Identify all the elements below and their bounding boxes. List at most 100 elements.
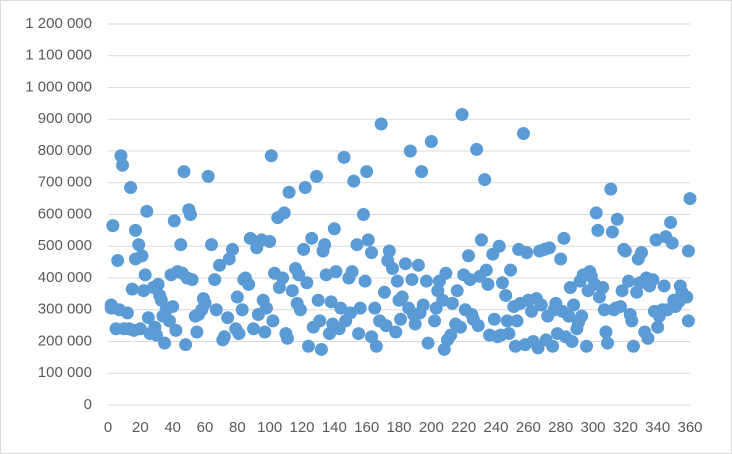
- point: [298, 181, 312, 195]
- point: [439, 266, 453, 280]
- point: [128, 223, 142, 237]
- point: [615, 284, 629, 298]
- point: [311, 293, 325, 307]
- point: [562, 309, 576, 323]
- point: [204, 238, 218, 252]
- point: [177, 165, 191, 179]
- point: [258, 325, 272, 339]
- point: [510, 314, 524, 328]
- point: [591, 223, 605, 237]
- point: [361, 233, 375, 247]
- point: [618, 244, 632, 258]
- point: [625, 314, 639, 328]
- tick-labels: 0 100 000 200 000 300 000 400 000 500 000 600 …: [25, 15, 702, 436]
- point: [167, 214, 181, 228]
- point: [596, 281, 610, 295]
- point: [641, 331, 655, 345]
- point: [151, 277, 165, 291]
- point: [626, 339, 640, 353]
- point: [500, 314, 514, 328]
- point: [125, 282, 139, 296]
- point: [368, 301, 382, 315]
- y-tick-label: 900 000: [38, 110, 92, 127]
- point: [419, 274, 433, 288]
- point: [635, 246, 648, 260]
- point: [285, 284, 299, 298]
- point: [190, 325, 204, 339]
- point: [358, 274, 372, 288]
- point: [450, 284, 464, 298]
- point: [293, 303, 307, 317]
- x-tick-label: 40: [164, 419, 181, 436]
- x-tick-label: 240: [483, 419, 508, 436]
- x-tick-label: 200: [419, 419, 444, 436]
- point: [455, 107, 469, 121]
- point: [242, 277, 256, 291]
- y-tick-label: 200 000: [38, 332, 92, 349]
- point: [344, 306, 357, 320]
- point: [356, 208, 370, 221]
- point: [106, 219, 120, 233]
- y-tick-label: 600 000: [38, 205, 92, 222]
- point: [508, 339, 522, 353]
- point: [601, 336, 615, 350]
- point: [277, 206, 291, 220]
- point: [232, 327, 246, 341]
- y-tick-label: 300 000: [38, 301, 92, 318]
- x-tick-label: 260: [516, 419, 541, 436]
- point: [542, 241, 556, 255]
- point: [495, 276, 509, 290]
- point: [565, 335, 579, 348]
- point: [124, 181, 138, 195]
- point: [282, 185, 296, 199]
- y-tick-label: 500 000: [38, 237, 92, 254]
- point: [453, 320, 467, 334]
- x-tick-label: 60: [197, 419, 214, 436]
- point: [411, 258, 425, 272]
- point: [162, 314, 176, 328]
- point: [350, 238, 364, 252]
- x-tick-label: 20: [132, 419, 149, 436]
- point: [158, 336, 172, 350]
- x-tick-label: 120: [289, 419, 314, 436]
- point: [150, 328, 163, 342]
- point: [120, 306, 134, 320]
- point: [374, 117, 388, 131]
- x-tick-label: 300: [580, 419, 605, 436]
- y-tick-label: 1 000 000: [25, 78, 92, 95]
- point: [347, 174, 361, 188]
- point: [140, 204, 154, 218]
- point: [259, 301, 273, 315]
- point: [369, 339, 383, 353]
- point: [379, 319, 393, 333]
- point: [462, 249, 476, 263]
- point: [534, 298, 548, 312]
- point: [504, 263, 518, 277]
- point: [166, 300, 180, 314]
- point: [605, 225, 619, 239]
- point: [664, 215, 678, 229]
- point: [657, 279, 671, 293]
- point: [575, 309, 589, 323]
- point: [141, 311, 155, 325]
- point: [300, 276, 314, 290]
- point: [386, 261, 400, 275]
- point: [209, 303, 223, 317]
- point: [424, 134, 438, 148]
- point: [133, 322, 147, 336]
- point: [324, 295, 338, 309]
- point: [554, 252, 568, 266]
- point: [138, 268, 152, 282]
- point: [169, 323, 183, 337]
- point: [213, 258, 227, 272]
- point: [345, 265, 359, 279]
- point: [111, 254, 125, 268]
- point: [683, 192, 697, 206]
- point: [132, 238, 146, 252]
- point: [428, 314, 442, 328]
- point: [470, 142, 484, 156]
- x-tick-label: 340: [645, 419, 670, 436]
- point: [247, 322, 260, 336]
- point: [360, 165, 374, 179]
